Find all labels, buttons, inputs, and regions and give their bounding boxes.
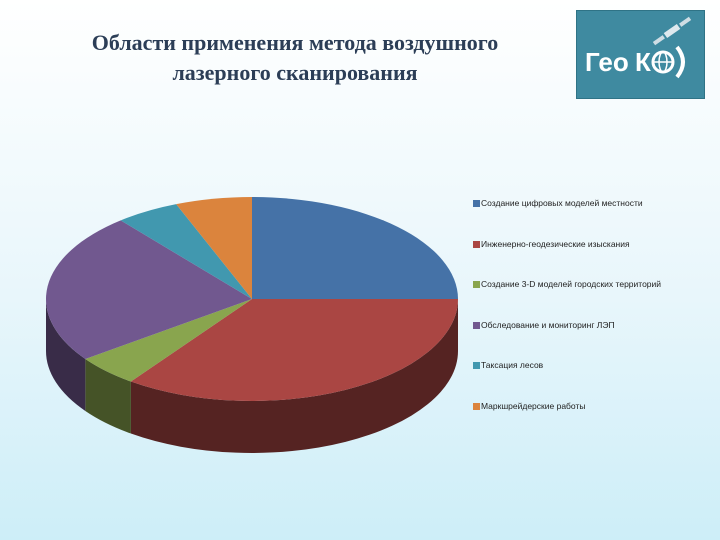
pie-side-walls [46, 299, 458, 453]
pie-slice-side-2 [85, 358, 131, 434]
legend-swatch [473, 281, 480, 289]
pie-slice-3 [45, 220, 252, 359]
pie-slice-1 [130, 299, 458, 401]
legend-swatch [473, 321, 480, 329]
legend-swatch [473, 402, 480, 410]
legend-label: Таксация лесов [481, 360, 544, 371]
pie-slice-5 [176, 197, 252, 299]
legend-label: Обследование и мониторинг ЛЭП [481, 319, 615, 330]
legend-item: Таксация лесов [473, 360, 713, 401]
satellite-globe-icon: Гео К [577, 11, 704, 98]
pie-slice-4 [120, 204, 252, 299]
chart-legend: Создание цифровых моделей местности Инжен… [473, 198, 713, 442]
pie-slice-0 [252, 197, 458, 299]
legend-swatch [473, 200, 480, 207]
svg-text:К: К [635, 47, 651, 77]
legend-item: Создание 3-D моделей городских территори… [473, 279, 713, 320]
legend-swatch [473, 362, 480, 370]
page-title: Области применения метода воздушного лаз… [40, 28, 550, 88]
legend-swatch [473, 240, 480, 248]
legend-item: Инженерно-геодезические изыскания [473, 239, 713, 280]
company-logo: Гео К [576, 10, 705, 99]
pie-slice-side-1 [130, 299, 458, 453]
pie-slice-side-3 [46, 299, 86, 411]
legend-label: Инженерно-геодезические изыскания [481, 238, 630, 249]
legend-label: Создание цифровых моделей местности [481, 198, 643, 208]
legend-label: Маркшрейдерские работы [481, 400, 586, 411]
legend-item: Создание цифровых моделей местности [473, 198, 713, 239]
legend-label: Создание 3-D моделей городских территори… [481, 279, 662, 290]
title-line-2: лазерного сканирования [172, 60, 418, 85]
svg-text:Гео: Гео [585, 47, 629, 77]
legend-item: Маркшрейдерские работы [473, 401, 713, 442]
title-line-1: Области применения метода воздушного [91, 30, 499, 55]
pie-slice-2 [85, 299, 252, 382]
legend-item: Обследование и мониторинг ЛЭП [473, 320, 713, 361]
